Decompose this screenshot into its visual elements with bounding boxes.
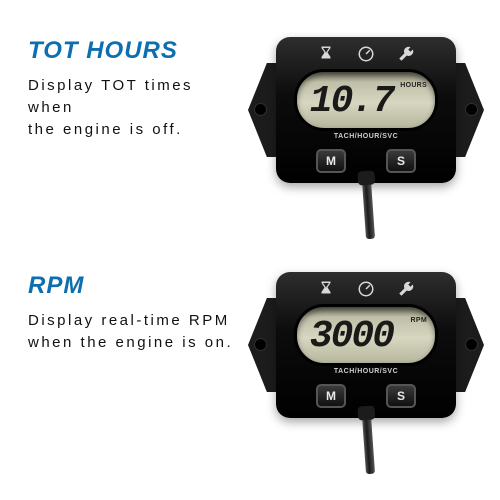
- mode-button[interactable]: M: [316, 384, 346, 408]
- desc-line: Display TOT times when: [28, 77, 193, 116]
- screw-hole: [254, 103, 267, 116]
- tach-icon: [357, 45, 375, 63]
- screw-hole: [465, 103, 478, 116]
- heading: RPM: [28, 272, 243, 300]
- set-button[interactable]: S: [386, 384, 416, 408]
- button-row: M S: [276, 384, 456, 408]
- wrench-icon: [397, 45, 415, 63]
- mode-button[interactable]: M: [316, 149, 346, 173]
- screw-hole: [254, 338, 267, 351]
- lcd-screen: 10.7 HOURS: [294, 69, 438, 131]
- screw-hole: [465, 338, 478, 351]
- device-body: 3000 RPM TACH/HOUR/SVC M S: [276, 272, 456, 418]
- sensor-wire: [362, 416, 375, 474]
- desc-line: when the engine is on.: [28, 334, 233, 351]
- text-block: RPM Display real-time RPM when the engin…: [28, 272, 243, 354]
- device-body: 10.7 HOURS TACH/HOUR/SVC M S: [276, 37, 456, 183]
- hourglass-icon: [317, 280, 335, 298]
- desc-line: the engine is off.: [28, 121, 183, 138]
- device-meter: 10.7 HOURS TACH/HOUR/SVC M S: [248, 25, 484, 195]
- set-button[interactable]: S: [386, 149, 416, 173]
- lcd-digits: 10.7: [310, 80, 393, 123]
- device-label: TACH/HOUR/SVC: [276, 133, 456, 140]
- lcd-unit: HOURS: [400, 82, 427, 89]
- lcd-screen: 3000 RPM: [294, 304, 438, 366]
- sensor-wire: [362, 181, 375, 239]
- text-block: TOT HOURS Display TOT times when the eng…: [28, 37, 243, 140]
- tach-icon: [357, 280, 375, 298]
- heading: TOT HOURS: [28, 37, 243, 65]
- desc-line: Display real-time RPM: [28, 312, 230, 329]
- description: Display real-time RPM when the engine is…: [28, 310, 243, 354]
- icon-row: [276, 280, 456, 298]
- device-meter: 3000 RPM TACH/HOUR/SVC M S: [248, 260, 484, 430]
- lcd-digits: 3000: [310, 315, 393, 358]
- wrench-icon: [397, 280, 415, 298]
- description: Display TOT times when the engine is off…: [28, 75, 243, 140]
- hourglass-icon: [317, 45, 335, 63]
- lcd-unit: RPM: [411, 317, 427, 324]
- icon-row: [276, 45, 456, 63]
- device-label: TACH/HOUR/SVC: [276, 368, 456, 375]
- button-row: M S: [276, 149, 456, 173]
